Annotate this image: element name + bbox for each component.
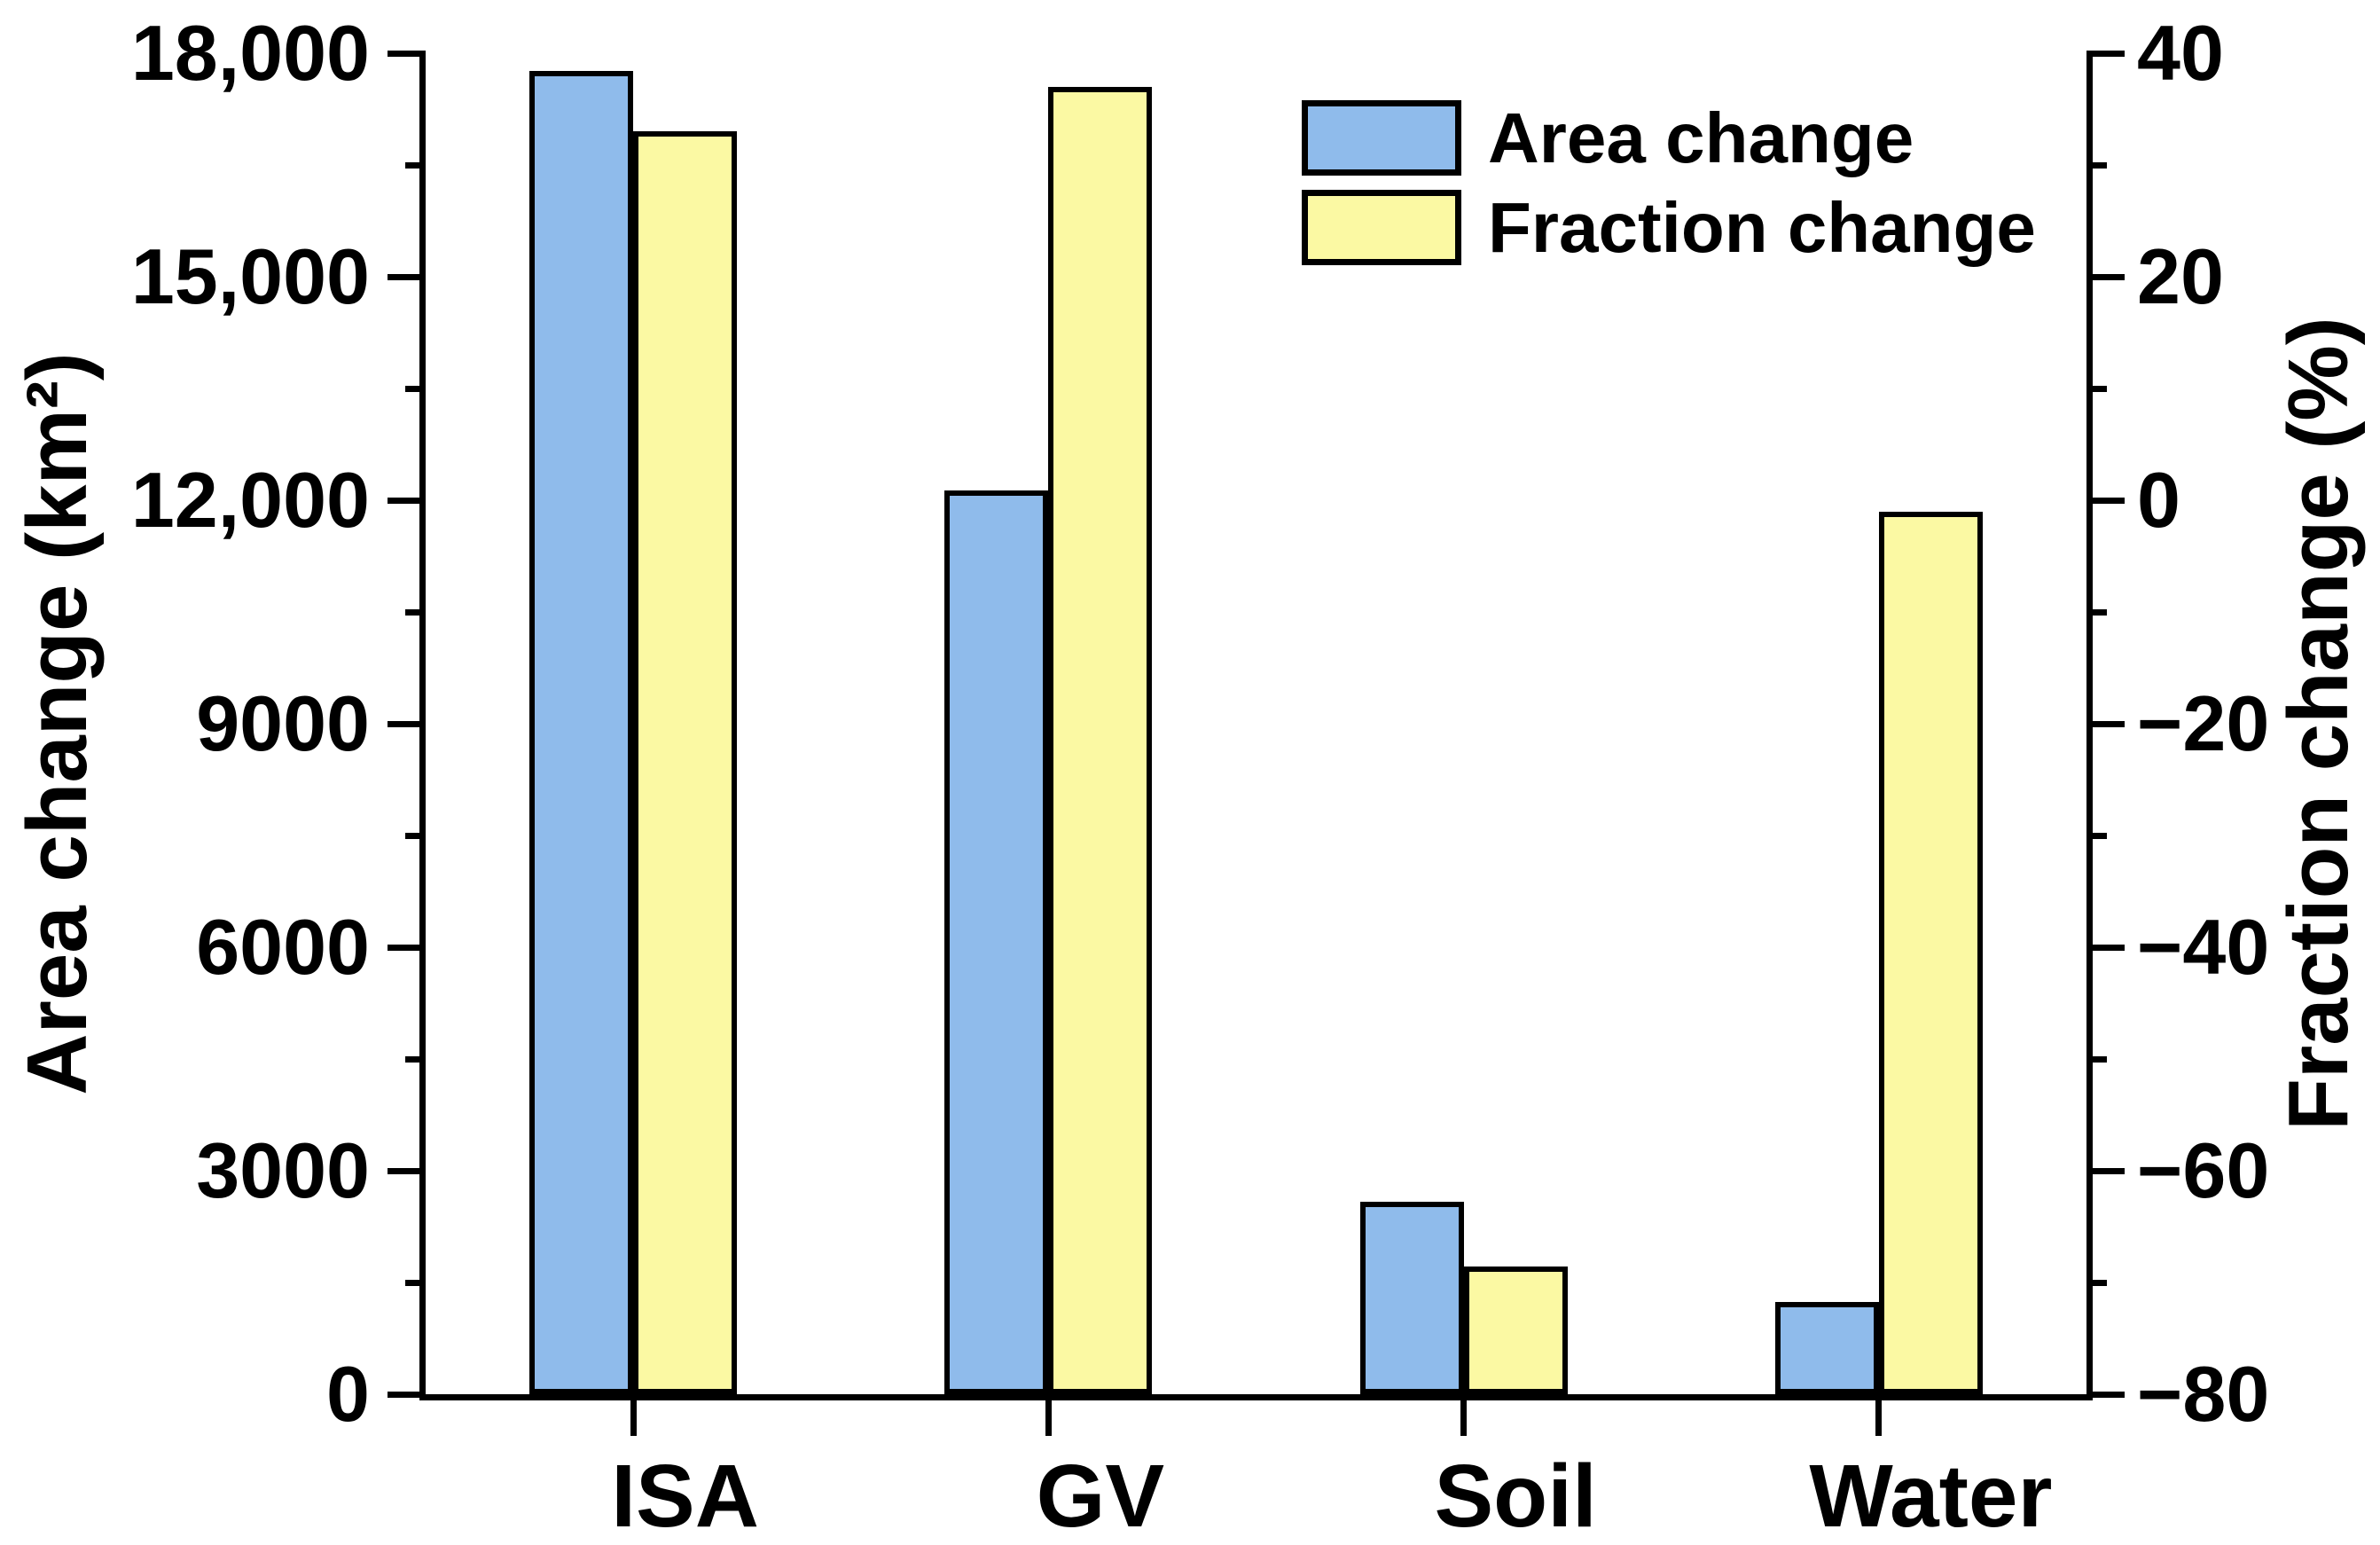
bar-fraction-Water xyxy=(1878,511,1983,1394)
bar-fraction-Soil xyxy=(1463,1267,1568,1394)
right-tick-label-40: 40 xyxy=(2137,9,2224,97)
left-tick-label-6000: 6000 xyxy=(196,903,370,991)
left-tick-label-12,000: 12,000 xyxy=(130,456,370,544)
right-major-tick-−80 xyxy=(2086,1391,2125,1398)
legend-row-area-change: Area change xyxy=(1302,100,2036,176)
left-tick-label-15,000: 15,000 xyxy=(130,232,370,320)
right-major-tick-−20 xyxy=(2086,720,2125,727)
bar-fraction-ISA xyxy=(633,131,738,1394)
right-tick-label-−80: −80 xyxy=(2137,1350,2270,1438)
x-tick-ISA xyxy=(630,1400,637,1436)
right-tick-label-−40: −40 xyxy=(2137,903,2270,991)
right-axis-title: Fraction change (%) xyxy=(2271,317,2366,1131)
left-minor-tick-4500 xyxy=(405,1055,426,1063)
left-minor-tick-16500 xyxy=(405,161,426,169)
left-minor-tick-7500 xyxy=(405,832,426,839)
right-minor-tick--70 xyxy=(2086,1279,2107,1286)
left-tick-label-18,000: 18,000 xyxy=(130,9,370,97)
right-major-tick-0 xyxy=(2086,497,2125,504)
left-major-tick-3000 xyxy=(388,1167,426,1174)
x-label-ISA: ISA xyxy=(611,1447,759,1545)
left-minor-tick-1500 xyxy=(405,1279,426,1286)
left-major-tick-18,000 xyxy=(388,50,426,57)
left-major-tick-0 xyxy=(388,1391,426,1398)
x-label-Soil: Soil xyxy=(1434,1447,1597,1545)
plot-frame xyxy=(419,53,2093,1400)
legend: Area change Fraction change xyxy=(1302,100,2036,279)
left-tick-label-3000: 3000 xyxy=(196,1126,370,1214)
bars-layer xyxy=(426,53,2086,1394)
bar-fraction-GV xyxy=(1048,86,1153,1394)
x-label-GV: GV xyxy=(1036,1447,1165,1545)
right-tick-label-20: 20 xyxy=(2137,232,2224,320)
right-minor-tick-10 xyxy=(2086,385,2107,392)
right-tick-label-0: 0 xyxy=(2137,456,2180,544)
legend-label-fraction-change: Fraction change xyxy=(1488,188,2036,267)
x-tick-Water xyxy=(1875,1400,1883,1436)
right-major-tick-−40 xyxy=(2086,944,2125,951)
left-major-tick-6000 xyxy=(388,944,426,951)
left-minor-tick-13500 xyxy=(405,385,426,392)
right-minor-tick-30 xyxy=(2086,161,2107,169)
left-major-tick-15,000 xyxy=(388,273,426,280)
legend-label-area-change: Area change xyxy=(1488,98,1914,177)
right-tick-label-−20: −20 xyxy=(2137,679,2270,767)
x-tick-GV xyxy=(1045,1400,1052,1436)
right-major-tick-20 xyxy=(2086,273,2125,280)
left-major-tick-12,000 xyxy=(388,497,426,504)
left-axis-title: Area change (km²) xyxy=(10,352,105,1095)
left-tick-label-0: 0 xyxy=(326,1350,370,1438)
bar-area-Soil xyxy=(1359,1202,1464,1394)
area-change-swatch xyxy=(1302,100,1461,176)
bar-area-ISA xyxy=(529,71,634,1394)
left-major-tick-9000 xyxy=(388,720,426,727)
right-tick-label-−60: −60 xyxy=(2137,1126,2270,1214)
right-minor-tick--50 xyxy=(2086,1055,2107,1063)
right-minor-tick--30 xyxy=(2086,832,2107,839)
bar-area-GV xyxy=(944,490,1049,1394)
left-tick-label-9000: 9000 xyxy=(196,679,370,767)
right-major-tick-−60 xyxy=(2086,1167,2125,1174)
fraction-change-swatch xyxy=(1302,190,1461,265)
right-minor-tick--10 xyxy=(2086,608,2107,616)
left-minor-tick-10500 xyxy=(405,608,426,616)
x-tick-Soil xyxy=(1460,1400,1468,1436)
right-major-tick-40 xyxy=(2086,50,2125,57)
bar-area-Water xyxy=(1774,1301,1879,1394)
legend-row-fraction-change: Fraction change xyxy=(1302,190,2036,265)
x-label-Water: Water xyxy=(1809,1447,2053,1545)
